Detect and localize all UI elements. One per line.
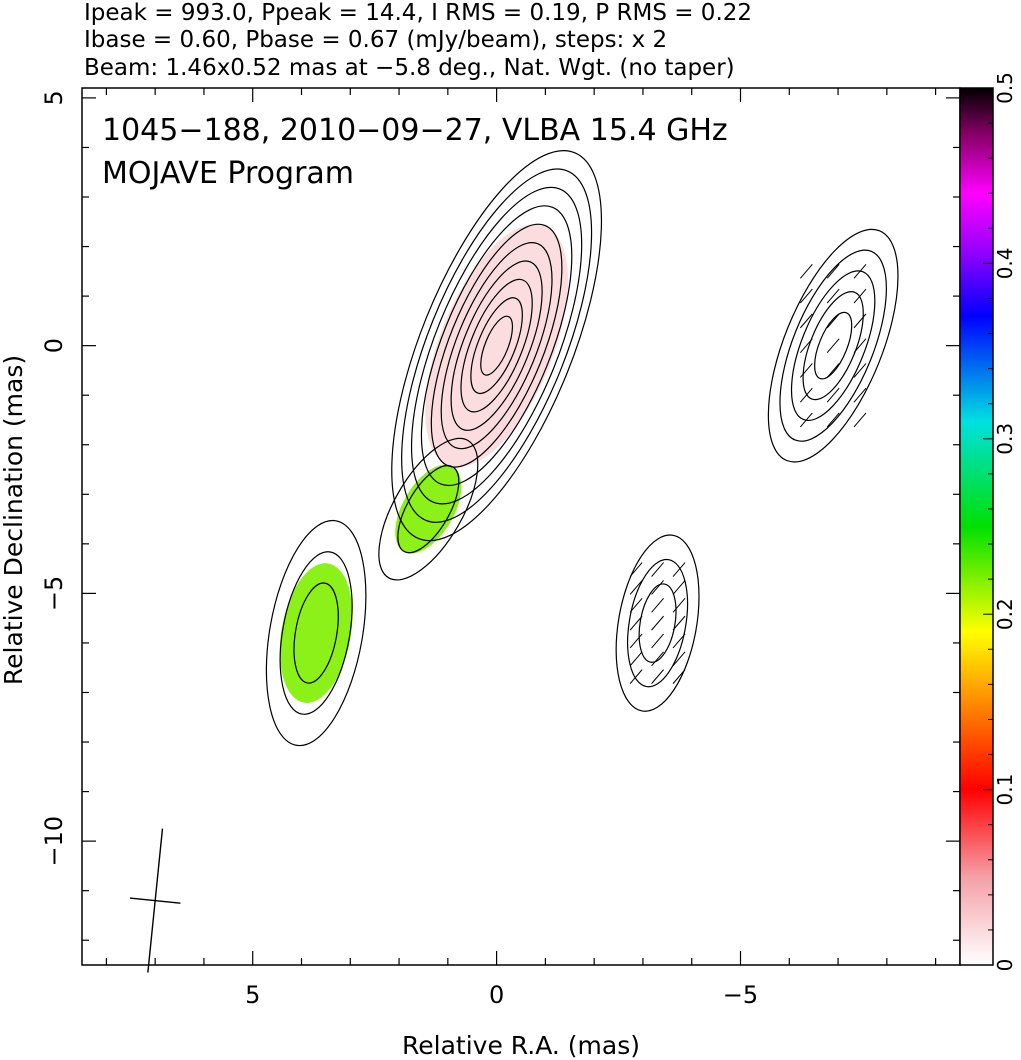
pol-patch-southeast-knot xyxy=(279,563,353,703)
pol-contour-pol-core-3 xyxy=(802,291,864,401)
header-line-3: Beam: 1.46x0.52 mas at −5.8 deg., Nat. W… xyxy=(84,55,735,81)
y-tick-label: −5 xyxy=(40,576,68,611)
x-tick-label: −5 xyxy=(723,981,758,1009)
contour-southeast-knot-2 xyxy=(293,582,339,684)
colorbar-tick-label: 0.2 xyxy=(993,598,1017,630)
evpa-vector xyxy=(651,562,664,577)
contour-inner-jet-0 xyxy=(378,437,479,581)
contour-southeast-knot-0 xyxy=(265,519,367,747)
x-tick-label: 5 xyxy=(245,981,260,1009)
evpa-vector xyxy=(799,338,813,353)
colorbar-tick-label: 0.5 xyxy=(993,72,1017,104)
evpa-vector xyxy=(629,580,643,595)
evpa-vector xyxy=(629,562,643,577)
evpa-vector xyxy=(672,597,686,613)
colorbar-tick-label: 0 xyxy=(993,959,1017,972)
contour-southeast-knot-1 xyxy=(279,551,353,715)
evpa-vector xyxy=(651,633,664,649)
evpa-vector xyxy=(672,669,686,684)
evpa-vector xyxy=(651,669,664,684)
pol-contour-pol-knot-south-0 xyxy=(615,534,700,712)
evpa-vector xyxy=(672,580,686,595)
source-title: 1045−188, 2010−09−27, VLBA 15.4 GHz xyxy=(102,113,728,148)
evpa-vector xyxy=(629,597,643,613)
contour-core-3 xyxy=(420,205,573,487)
evpa-vector xyxy=(629,633,643,649)
evpa-vector xyxy=(629,615,643,631)
colorbar-tick-label: 0.3 xyxy=(993,423,1017,455)
evpa-vector xyxy=(853,288,867,304)
colorbar-ticks: 0 0.1 0.2 0.3 0.4 0.5 xyxy=(983,72,1017,971)
evpa-vector xyxy=(853,412,867,428)
program-subtitle: MOJAVE Program xyxy=(102,156,354,191)
contour-core-9 xyxy=(480,315,514,376)
y-tick-label: −10 xyxy=(40,816,68,867)
colorbar-tick-label: 0.1 xyxy=(993,774,1017,806)
evpa-vector xyxy=(853,313,867,329)
evpa-vector xyxy=(672,615,686,631)
evpa-vector xyxy=(799,363,813,378)
pol-contour-pol-knot-south-2 xyxy=(638,583,677,663)
evpa-vector xyxy=(799,313,813,329)
beam-indicator xyxy=(129,828,181,973)
evpa-vector xyxy=(853,264,867,279)
total-intensity-contours xyxy=(265,150,899,747)
contour-core-5 xyxy=(440,242,553,450)
evpa-vector xyxy=(799,264,813,279)
axis-ticks: 5 0 −5 5 0 −5 −10 xyxy=(40,88,960,1009)
evpa-vector xyxy=(826,338,840,353)
contour-core-6 xyxy=(450,260,543,431)
evpa-vector xyxy=(651,651,664,667)
evpa-vector xyxy=(826,387,840,403)
evpa-vector xyxy=(853,387,867,403)
evpa-vector xyxy=(826,363,840,378)
evpa-vector xyxy=(651,597,664,613)
y-tick-label: 0 xyxy=(40,338,68,353)
x-axis-label: Relative R.A. (mas) xyxy=(402,1031,640,1060)
evpa-vector xyxy=(826,288,840,304)
pol-patch-core xyxy=(425,224,569,468)
evpa-vector xyxy=(672,562,686,577)
evpa-vector xyxy=(651,615,664,631)
x-tick-label: 0 xyxy=(489,981,504,1009)
beam-minor-axis xyxy=(129,897,181,904)
colorbar xyxy=(959,87,994,966)
pol-contour-pol-core-4 xyxy=(814,311,853,380)
pol-contour-pol-core-2 xyxy=(790,270,876,422)
evpa-vector xyxy=(799,387,813,403)
evpa-vector xyxy=(799,288,813,304)
pol-contour-pol-core-1 xyxy=(779,249,888,442)
contour-core-7 xyxy=(460,278,533,413)
evpa-vector xyxy=(672,651,686,667)
evpa-vector xyxy=(672,633,686,649)
header-line-2: Ibase = 0.60, Pbase = 0.67 (mJy/beam), s… xyxy=(84,27,667,53)
pol-patch-inner-jet xyxy=(395,464,462,554)
polarization-vectors xyxy=(629,264,867,684)
evpa-vector xyxy=(826,264,840,279)
header-line-1: Ipeak = 993.0, Ppeak = 14.4, I RMS = 0.1… xyxy=(84,0,752,26)
polarization-color-layer xyxy=(279,224,569,703)
y-tick-label: 5 xyxy=(40,90,68,105)
pol-contour-pol-knot-south-1 xyxy=(627,558,689,688)
contour-core-8 xyxy=(470,297,523,395)
evpa-vector xyxy=(799,412,813,428)
evpa-vector xyxy=(629,651,643,667)
evpa-vector xyxy=(629,669,643,684)
evpa-vector xyxy=(651,580,664,595)
plot-frame xyxy=(81,87,961,966)
contour-inner-jet-1 xyxy=(397,465,460,554)
evpa-vector xyxy=(826,412,840,428)
y-axis-label: Relative Declination (mas) xyxy=(0,355,28,685)
contour-core-0 xyxy=(391,150,603,542)
contour-core-1 xyxy=(401,168,593,523)
evpa-vector xyxy=(853,363,867,378)
evpa-vector xyxy=(826,313,840,329)
pol-contour-pol-core-0 xyxy=(767,228,899,463)
contour-core-2 xyxy=(410,186,583,505)
evpa-vector xyxy=(853,338,867,353)
colorbar-tick-label: 0.4 xyxy=(993,247,1017,279)
